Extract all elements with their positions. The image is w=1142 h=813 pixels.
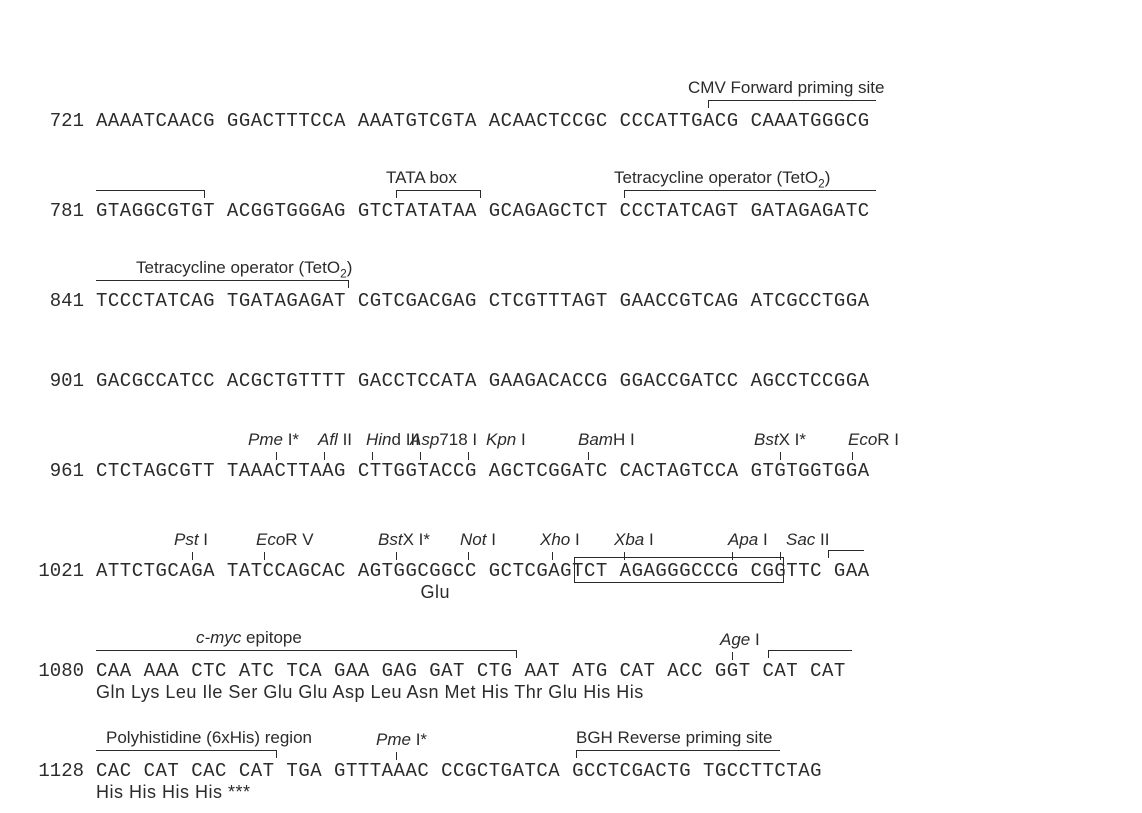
site-tick bbox=[276, 452, 277, 460]
site-tick bbox=[264, 552, 265, 560]
position-label: 1080 bbox=[24, 660, 84, 682]
annotation-label: BstX I* bbox=[378, 530, 430, 550]
amino-acid-line: Glu bbox=[96, 582, 450, 603]
sequence-line: TCCCTATCAG TGATAGAGAT CGTCGACGAG CTCGTTT… bbox=[96, 290, 870, 312]
position-label: 841 bbox=[24, 290, 84, 312]
sequence-line: CAA AAA CTC ATC TCA GAA GAG GAT CTG AAT … bbox=[96, 660, 846, 682]
amino-acid-line: His His His His *** bbox=[96, 782, 251, 803]
annotation-label: Asp718 I bbox=[410, 430, 477, 450]
sequence-line: CTCTAGCGTT TAAACTTAAG CTTGGTACCG AGCTCGG… bbox=[96, 460, 870, 482]
site-tick bbox=[468, 452, 469, 460]
bracket-line bbox=[96, 650, 516, 651]
annotation-label: Xho I bbox=[540, 530, 580, 550]
annotation-label: CMV Forward priming site bbox=[688, 78, 885, 98]
annotation-label: Pst I bbox=[174, 530, 208, 550]
bracket-line bbox=[96, 190, 204, 191]
annotation-label: Xba I bbox=[614, 530, 654, 550]
annotation-label: Pme I* bbox=[376, 730, 427, 750]
annotation-label: c-myc epitope bbox=[196, 628, 302, 648]
bracket-line bbox=[396, 190, 480, 191]
bracket-line bbox=[708, 100, 876, 101]
site-tick bbox=[192, 552, 193, 560]
site-tick bbox=[732, 552, 733, 560]
site-tick bbox=[552, 552, 553, 560]
sequence-line: GACGCCATCC ACGCTGTTTT GACCTCCATA GAAGACA… bbox=[96, 370, 870, 392]
site-tick bbox=[372, 452, 373, 460]
position-label: 721 bbox=[24, 110, 84, 132]
position-label: 1021 bbox=[24, 560, 84, 582]
site-tick bbox=[732, 652, 733, 660]
site-tick bbox=[396, 752, 397, 760]
sequence-map: 721 AAAATCAACG GGACTTTCCA AAATGTCGTA ACAA… bbox=[0, 0, 1142, 813]
annotation-label: Tetracycline operator (TetO2) bbox=[136, 258, 352, 280]
bracket-line bbox=[576, 750, 780, 751]
sequence-line: GTAGGCGTGT ACGGTGGGAG GTCTATATAA GCAGAGC… bbox=[96, 200, 870, 222]
amino-acid-line: Gln Lys Leu Ile Ser Glu Glu Asp Leu Asn … bbox=[96, 682, 644, 703]
sequence-line: CAC CAT CAC CAT TGA GTTTAAAC CCGCTGATCA … bbox=[96, 760, 822, 782]
bracket-end bbox=[396, 190, 397, 198]
bracket-line bbox=[828, 550, 864, 551]
annotation-label: Kpn I bbox=[486, 430, 526, 450]
bracket-end bbox=[480, 190, 481, 198]
site-tick bbox=[624, 552, 625, 560]
annotation-label: EcoR V bbox=[256, 530, 314, 550]
annotation-label: Polyhistidine (6xHis) region bbox=[106, 728, 312, 748]
position-label: 1128 bbox=[24, 760, 84, 782]
bracket-end bbox=[348, 280, 349, 288]
annotation-label: Pme I* bbox=[248, 430, 299, 450]
site-tick bbox=[588, 452, 589, 460]
site-tick bbox=[468, 552, 469, 560]
position-label: 781 bbox=[24, 200, 84, 222]
annotation-label: BGH Reverse priming site bbox=[576, 728, 773, 748]
bracket-end bbox=[204, 190, 205, 198]
site-tick bbox=[780, 552, 781, 560]
annotation-label: EcoR I bbox=[848, 430, 899, 450]
bracket-line bbox=[96, 750, 276, 751]
bracket-end bbox=[708, 100, 709, 108]
annotation-label: Sac II bbox=[786, 530, 829, 550]
site-tick bbox=[396, 552, 397, 560]
site-tick bbox=[780, 452, 781, 460]
site-tick bbox=[420, 452, 421, 460]
site-tick bbox=[324, 452, 325, 460]
bracket-end bbox=[276, 750, 277, 758]
sequence-line: AAAATCAACG GGACTTTCCA AAATGTCGTA ACAACTC… bbox=[96, 110, 870, 132]
annotation-label: BamH I bbox=[578, 430, 635, 450]
bracket-end bbox=[516, 650, 517, 658]
bracket-end bbox=[828, 550, 829, 558]
sequence-box bbox=[574, 557, 784, 583]
site-tick bbox=[852, 452, 853, 460]
annotation-label: BstX I* bbox=[754, 430, 806, 450]
annotation-label: Age I bbox=[720, 630, 760, 650]
annotation-label: Apa I bbox=[728, 530, 768, 550]
bracket-line bbox=[768, 650, 852, 651]
annotation-label: Not I bbox=[460, 530, 496, 550]
annotation-label: TATA box bbox=[386, 168, 457, 188]
annotation-label: Afl II bbox=[318, 430, 352, 450]
bracket-end bbox=[624, 190, 625, 198]
bracket-end bbox=[576, 750, 577, 758]
position-label: 901 bbox=[24, 370, 84, 392]
bracket-end bbox=[768, 650, 769, 658]
position-label: 961 bbox=[24, 460, 84, 482]
annotation-label: Tetracycline operator (TetO2) bbox=[614, 168, 830, 190]
